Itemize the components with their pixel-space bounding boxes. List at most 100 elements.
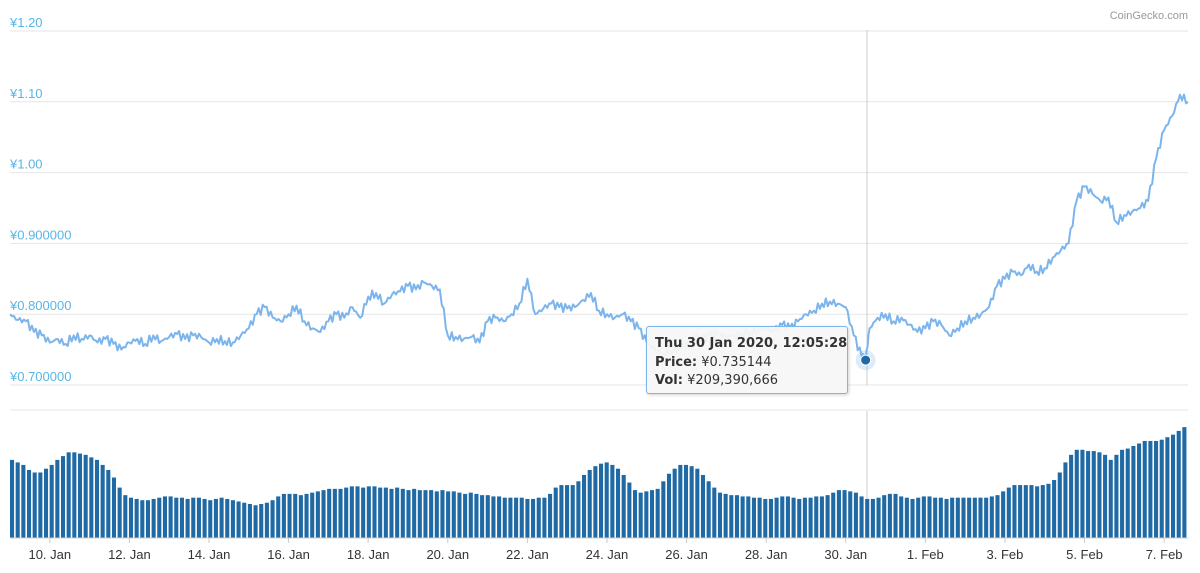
volume-bar[interactable] [327,488,332,538]
volume-bar[interactable] [236,501,241,538]
volume-bar[interactable] [1103,454,1108,538]
volume-bar[interactable] [372,486,377,538]
volume-bar[interactable] [191,497,196,538]
volume-bar[interactable] [587,469,592,538]
volume-bar[interactable] [593,466,598,538]
volume-bar[interactable] [406,490,411,538]
volume-bar[interactable] [548,493,553,538]
volume-bar[interactable] [77,453,83,538]
volume-bar[interactable] [921,496,926,538]
volume-bar[interactable] [480,495,485,538]
volume-bar[interactable] [695,468,700,538]
volume-bar[interactable] [774,497,779,538]
volume-bar[interactable] [310,492,315,538]
volume-bar[interactable] [202,498,207,538]
volume-bar[interactable] [525,498,530,538]
volume-bar[interactable] [887,493,892,538]
volume-bar[interactable] [961,497,966,538]
volume-bar[interactable] [1035,486,1040,538]
volume-bar[interactable] [100,464,105,538]
volume-bar[interactable] [536,497,541,538]
volume-bar[interactable] [876,497,881,538]
volume-bar[interactable] [627,482,632,538]
volume-bar[interactable] [446,491,451,538]
volume-bar[interactable] [955,497,960,538]
volume-bar[interactable] [706,481,711,538]
coingecko-credit[interactable]: CoinGecko.com [1109,10,1188,22]
volume-bar[interactable] [49,464,54,538]
volume-bar[interactable] [768,498,773,538]
volume-bar[interactable] [967,497,972,538]
volume-bar[interactable] [400,488,405,538]
volume-bar[interactable] [717,492,723,538]
volume-bar[interactable] [264,502,269,538]
volume-bar[interactable] [1091,451,1096,538]
volume-bar[interactable] [1108,459,1113,538]
volume-bar[interactable] [344,487,349,538]
volume-bar[interactable] [253,505,258,538]
volume-bar[interactable] [451,491,456,538]
volume-bar[interactable] [281,493,286,538]
volume-bar[interactable] [780,496,785,538]
volume-bar[interactable] [1052,480,1057,538]
volume-bar[interactable] [1074,449,1079,538]
volume-bar[interactable] [378,487,383,538]
volume-bar[interactable] [1001,491,1006,538]
volume-bar[interactable] [542,497,547,538]
volume-bar[interactable] [417,490,422,538]
volume-bar[interactable] [117,487,122,538]
volume-bar[interactable] [485,495,490,538]
volume-bar[interactable] [1018,485,1023,538]
volume-bar[interactable] [729,495,734,538]
volume-bar[interactable] [145,500,150,538]
volume-bar[interactable] [615,468,621,538]
volume-bar[interactable] [128,497,134,538]
volume-bar[interactable] [678,464,683,538]
volume-bar[interactable] [434,491,439,538]
volume-bar[interactable] [151,498,156,538]
volume-bar[interactable] [83,454,88,538]
volume-bar[interactable] [1057,472,1062,538]
volume-bar[interactable] [395,487,400,538]
volume-bar[interactable] [672,468,677,538]
volume-bar[interactable] [666,473,672,538]
volume-bar[interactable] [298,495,303,538]
volume-bar[interactable] [899,496,904,538]
volume-bar[interactable] [565,485,570,538]
hover-marker[interactable] [860,354,872,366]
volume-bar[interactable] [293,493,298,538]
volume-bar[interactable] [1063,462,1068,538]
volume-bar[interactable] [814,496,819,538]
volume-bar[interactable] [1069,454,1074,538]
volume-bar[interactable] [802,497,807,538]
volume-bar[interactable] [1137,443,1142,539]
volume-bar[interactable] [497,496,502,538]
volume-bar[interactable] [225,498,230,538]
volume-bar[interactable] [502,497,507,538]
volume-bar[interactable] [570,485,575,538]
volume-bar[interactable] [553,487,558,538]
volume-bar[interactable] [287,493,292,538]
volume-bar[interactable] [689,466,694,538]
volume-bar[interactable] [174,497,179,538]
volume-bar[interactable] [531,498,536,538]
volume-bar[interactable] [1176,430,1181,538]
volume-bar[interactable] [1023,485,1028,538]
volume-bar[interactable] [865,498,870,538]
volume-bar[interactable] [106,469,111,538]
volume-bar[interactable] [72,452,77,538]
volume-bar[interactable] [944,498,949,538]
volume-bar[interactable] [423,490,428,538]
volume-bar[interactable] [604,462,609,538]
volume-bar[interactable] [366,486,371,538]
volume-bar[interactable] [904,497,909,538]
volume-bar[interactable] [661,481,666,538]
volume-bar[interactable] [474,493,479,538]
volume-bar[interactable] [836,490,841,538]
volume-bar[interactable] [140,500,145,538]
volume-bar[interactable] [21,464,26,538]
volume-bar[interactable] [1120,449,1125,538]
volume-bar[interactable] [757,497,762,538]
volume-bar[interactable] [230,500,235,538]
volume-bar[interactable] [123,495,128,538]
